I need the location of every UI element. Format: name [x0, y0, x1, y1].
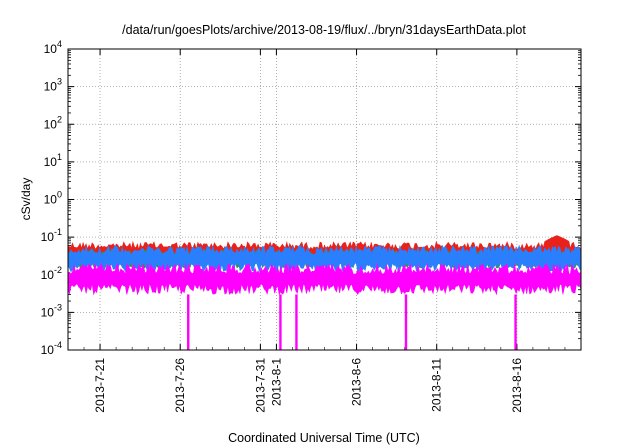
y-tick-exponent: -1 [54, 227, 62, 237]
y-tick-label: 103 [44, 77, 62, 94]
y-tick-exponent: -4 [54, 340, 62, 350]
y-tick-label: 10-3 [41, 302, 62, 319]
y-tick-exponent: 1 [57, 152, 62, 162]
x-tick-label: 2013-7-26 [173, 358, 187, 413]
y-tick-label: 101 [44, 152, 62, 169]
y-tick-label: 104 [44, 39, 62, 56]
y-tick-label: 100 [44, 190, 62, 207]
plot-background [68, 49, 581, 350]
y-axis-label: cSv/day [19, 178, 33, 221]
x-tick-label: 2013-8-1 [269, 358, 283, 406]
chart-title: /data/run/goesPlots/archive/2013-08-19/f… [122, 23, 526, 37]
x-tick-label: 2013-7-31 [253, 358, 267, 413]
y-tick-exponent: 4 [57, 39, 62, 49]
x-axis-label: Coordinated Universal Time (UTC) [228, 431, 420, 445]
y-tick-label: 102 [44, 114, 62, 131]
y-tick-exponent: 0 [57, 190, 62, 200]
x-tick-label: 2013-8-6 [350, 358, 364, 406]
y-tick-exponent: -2 [54, 265, 62, 275]
x-tick-label: 2013-8-11 [430, 358, 444, 412]
x-tick-label: 2013-8-16 [510, 358, 524, 413]
y-tick-exponent: 2 [57, 114, 62, 124]
y-tick-label: 10-2 [41, 265, 62, 282]
plot-frame [67, 48, 582, 351]
y-tick-label: 10-1 [41, 227, 62, 244]
x-tick-label: 2013-7-21 [93, 358, 107, 413]
y-tick-exponent: 3 [57, 77, 62, 87]
y-tick-label: 10-4 [41, 340, 62, 357]
y-tick-exponent: -3 [54, 302, 62, 312]
plot-area: 10-410-310-210-11001011021031042013-7-21… [41, 39, 582, 413]
